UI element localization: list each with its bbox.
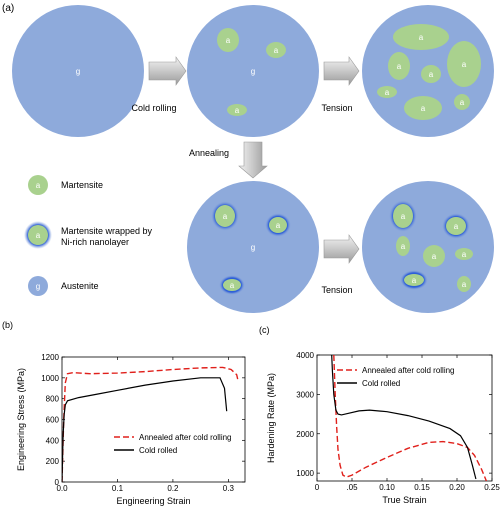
- y-axis-label: Engineering Stress (MPa): [16, 368, 26, 471]
- y-tick-label: 0: [55, 478, 60, 487]
- y-tick-label: 1000: [296, 469, 314, 478]
- panel-label-a: (a): [2, 3, 14, 14]
- martensite-symbol: a: [412, 276, 417, 285]
- x-tick-label: 0.0: [56, 484, 68, 493]
- svg-text:g: g: [36, 282, 40, 291]
- y-tick-label: 600: [46, 416, 60, 425]
- y-tick-label: 1200: [41, 353, 59, 362]
- legend-label: Cold rolled: [362, 379, 400, 388]
- tension-arrow-bottom: [323, 234, 360, 264]
- martensite-symbol: a: [460, 98, 465, 107]
- plot-frame: [316, 354, 493, 482]
- martensite-symbol: a: [462, 250, 467, 259]
- martensite-symbol: a: [429, 70, 434, 79]
- legend-label: Cold rolled: [139, 446, 177, 455]
- panel-label-b: (b): [2, 320, 13, 330]
- y-tick-label: 1000: [41, 374, 59, 383]
- legend-label: Annealed after cold rolling: [362, 366, 455, 375]
- chart-hardening-rate: 0 .05 0.10 0.15 0.20 0.25 1000 2000 3000 4000 True…: [266, 351, 500, 505]
- x-tick-label: 0.10: [379, 483, 395, 492]
- martensite-symbol: a: [421, 104, 426, 113]
- chart-legend: Annealed after cold rolling Cold rolled: [114, 433, 232, 455]
- x-tick-label: 0.15: [414, 483, 430, 492]
- tension-label-top: Tension: [321, 103, 352, 113]
- martensite-symbol: a: [230, 281, 235, 290]
- tension-label-bottom: Tension: [321, 285, 352, 295]
- svg-text:a: a: [36, 231, 41, 240]
- y-tick-label: 200: [46, 457, 60, 466]
- x-tick-label: 0.25: [484, 483, 500, 492]
- svg-text:Martensite: Martensite: [61, 180, 103, 190]
- x-tick-label: .05: [346, 483, 358, 492]
- cold-rolled-grain: g a a a: [187, 5, 319, 137]
- x-tick-label: 0.2: [167, 484, 179, 493]
- cold-rolled-tensioned-grain: a a a a a a a: [362, 5, 494, 137]
- legend-martensite: a Martensite: [28, 175, 103, 195]
- chart-legend: Annealed after cold rolling Cold rolled: [337, 366, 455, 388]
- y-tick-label: 800: [46, 395, 60, 404]
- series-line-cold-rolled: [62, 377, 228, 482]
- martensite-symbol: a: [462, 280, 467, 289]
- austenite-symbol: g: [251, 243, 255, 252]
- cold-rolling-label: Cold rolling: [131, 103, 176, 113]
- y-tick-label: 4000: [296, 351, 314, 360]
- martensite-symbol: a: [276, 221, 281, 230]
- martensite-symbol: a: [226, 36, 231, 45]
- annealing-arrow: [238, 141, 268, 179]
- y-axis-label: Hardening Rate (MPa): [266, 373, 276, 463]
- martensite-symbol: a: [462, 60, 467, 69]
- martensite-symbol: a: [235, 106, 240, 115]
- annealed-grain: g a a a: [187, 181, 319, 313]
- svg-text:Austenite: Austenite: [61, 281, 99, 291]
- martensite-symbol: a: [397, 62, 402, 71]
- plot-frame: [61, 356, 246, 483]
- series-line-cold-rolled: [331, 355, 477, 480]
- panel-label-c: (c): [259, 325, 270, 335]
- tension-arrow-top: [323, 56, 360, 86]
- legend-label: Annealed after cold rolling: [139, 433, 232, 442]
- svg-text:a: a: [36, 181, 41, 190]
- austenite-symbol: g: [76, 67, 80, 76]
- cold-rolling-arrow: [148, 56, 187, 86]
- austenite-grain-initial: g: [12, 5, 144, 137]
- x-tick-label: 0.20: [449, 483, 465, 492]
- martensite-symbol: a: [223, 212, 228, 221]
- x-axis-label: Engineering Strain: [116, 496, 190, 506]
- x-tick-label: 0.1: [112, 484, 124, 493]
- series-line-annealed: [62, 366, 239, 482]
- annealed-tensioned-grain: a a a a a a a: [362, 181, 494, 313]
- schematic-legend: a Martensite a Martensite wrapped by Ni-…: [24, 175, 153, 296]
- martensite-symbol: a: [274, 46, 279, 55]
- martensite-symbol: a: [401, 212, 406, 221]
- series-line-annealed: [333, 355, 488, 481]
- x-axis-label: True Strain: [382, 495, 426, 505]
- martensite-symbol: a: [432, 252, 437, 261]
- y-tick-label: 3000: [296, 390, 314, 399]
- x-tick-label: 0.3: [223, 484, 235, 493]
- legend-wrapped-martensite: a Martensite wrapped by Ni-rich nanolaye…: [24, 221, 153, 249]
- svg-text:Martensite wrapped by: Martensite wrapped by: [61, 226, 153, 236]
- legend-austenite: g Austenite: [28, 276, 99, 296]
- martensite-symbol: a: [454, 222, 459, 231]
- martensite-symbol: a: [401, 242, 406, 251]
- x-tick-label: 0: [315, 483, 320, 492]
- austenite-symbol: g: [251, 67, 255, 76]
- y-tick-label: 400: [46, 436, 60, 445]
- svg-text:Ni-rich nanolayer: Ni-rich nanolayer: [61, 237, 129, 247]
- chart-engineering-stress: 0.0 0.1 0.2 0.3 0 200 400 600 800 1000 1200 Enginee…: [16, 353, 246, 506]
- annealing-label: Annealing: [189, 148, 229, 158]
- y-tick-label: 2000: [296, 430, 314, 439]
- martensite-symbol: a: [419, 33, 424, 42]
- martensite-symbol: a: [385, 88, 390, 97]
